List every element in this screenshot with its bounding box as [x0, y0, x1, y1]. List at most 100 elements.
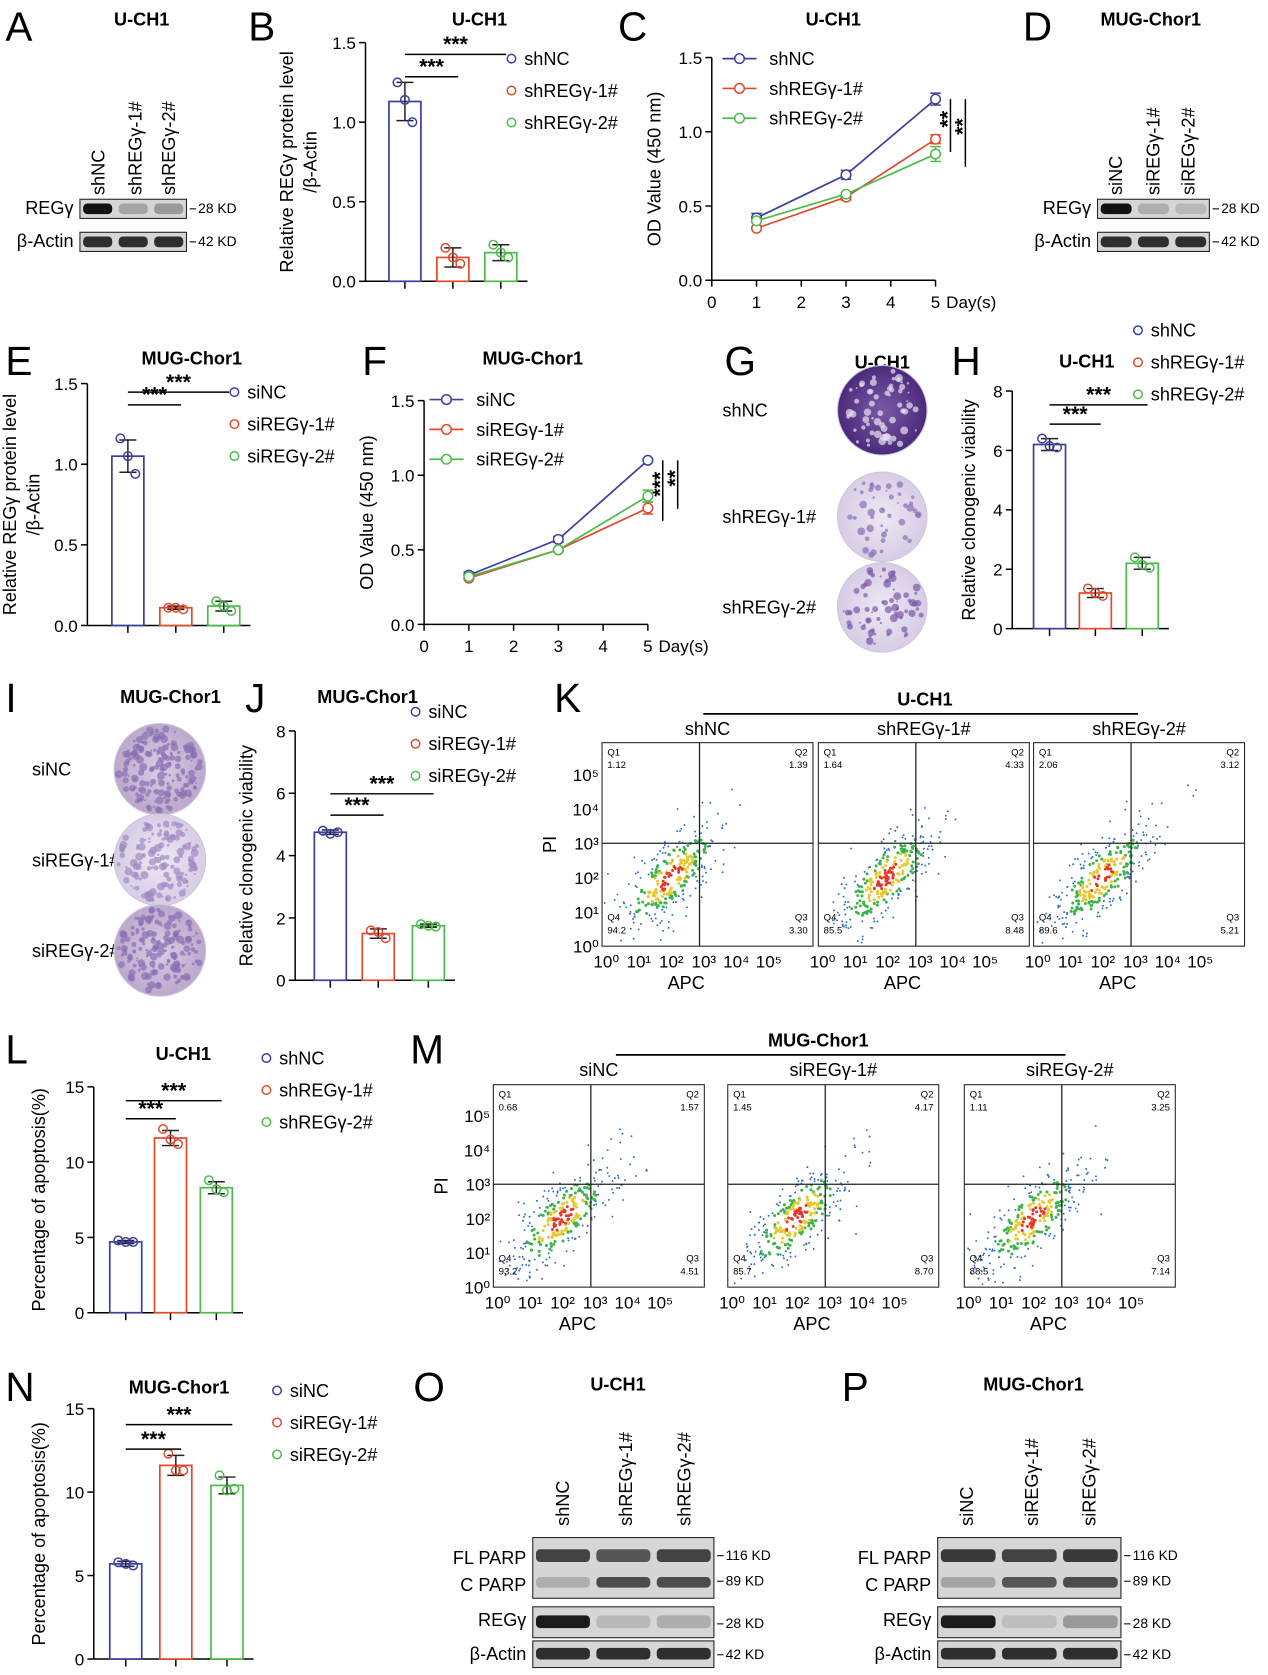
event: [1148, 858, 1151, 861]
event: [692, 872, 696, 876]
event: [847, 900, 850, 903]
quadrant-name: Q4: [970, 1254, 983, 1265]
event: [854, 880, 856, 883]
blot-label: C PARP: [865, 1575, 931, 1595]
event: [1014, 1208, 1017, 1211]
event: [808, 1241, 811, 1244]
event: [919, 836, 922, 839]
event: [1081, 899, 1085, 903]
event: [1012, 1244, 1016, 1248]
event: [888, 832, 891, 835]
event: [1066, 911, 1069, 914]
event: [888, 866, 892, 870]
legend-marker: [733, 112, 746, 124]
scatter: [831, 806, 957, 944]
x-tick-label: 10⁴: [1155, 952, 1181, 971]
colony: [181, 871, 185, 875]
colony: [177, 929, 181, 933]
event: [999, 1239, 1003, 1243]
colony: [178, 919, 181, 922]
y-tick-label: 10: [65, 1483, 84, 1502]
event: [681, 888, 685, 892]
colony: [871, 611, 874, 614]
event: [1066, 913, 1068, 916]
event: [1069, 909, 1073, 913]
event: [890, 883, 894, 887]
event: [1122, 845, 1126, 849]
event: [1058, 1203, 1062, 1207]
event: [848, 1190, 851, 1192]
quadrant-value: 5.21: [1221, 925, 1240, 936]
event: [541, 1213, 545, 1217]
event: [650, 899, 654, 903]
blot-label: FL PARP: [858, 1548, 931, 1568]
event: [569, 1213, 573, 1217]
event: [1088, 882, 1092, 886]
event: [1095, 1178, 1098, 1181]
quadrant-name: Q3: [686, 1254, 699, 1265]
data-point: [840, 188, 852, 200]
colony: [154, 919, 160, 925]
event: [900, 847, 904, 851]
event: [782, 1228, 786, 1232]
event: [1100, 857, 1104, 861]
event: [761, 1252, 765, 1256]
event: [1038, 1186, 1041, 1189]
event: [1156, 837, 1159, 840]
x-tick-label: 2: [509, 637, 518, 656]
event: [1078, 891, 1082, 895]
event: [893, 856, 897, 860]
event: [1063, 911, 1066, 914]
event: [1020, 1211, 1024, 1215]
event: [1125, 892, 1128, 895]
event: [1019, 1241, 1023, 1245]
event: [801, 1230, 805, 1234]
event: [676, 854, 680, 858]
colony: [887, 440, 893, 445]
legend-marker: [733, 82, 746, 94]
x-axis-label: APC: [1030, 1314, 1067, 1334]
panel-letter: J: [245, 675, 265, 721]
colony: [897, 501, 900, 504]
data-point: [172, 1139, 183, 1150]
event: [1089, 903, 1093, 907]
event: [1101, 907, 1104, 910]
data-point: [211, 1184, 222, 1195]
event: [1024, 1187, 1027, 1190]
event: [1116, 884, 1120, 888]
event: [721, 824, 724, 827]
event: [1071, 901, 1075, 905]
event: [562, 1193, 566, 1197]
event: [671, 869, 675, 873]
event: [676, 830, 679, 833]
event: [812, 1224, 816, 1228]
event: [954, 818, 957, 821]
event: [804, 1248, 807, 1251]
event: [1067, 1185, 1070, 1187]
event: [1010, 1221, 1014, 1225]
event: [694, 855, 698, 859]
band: [1100, 236, 1132, 248]
colony: [141, 853, 147, 858]
event: [916, 862, 920, 866]
event: [871, 880, 875, 884]
event: [818, 1207, 822, 1211]
colony: [166, 797, 171, 803]
colony: [137, 842, 146, 851]
event: [673, 892, 677, 896]
event: [1151, 802, 1154, 805]
colony: [859, 500, 868, 509]
event: [813, 1180, 816, 1183]
event: [836, 911, 839, 914]
event: [546, 1219, 550, 1223]
event: [1019, 1275, 1022, 1278]
event: [880, 876, 884, 880]
event: [820, 1229, 823, 1232]
event: [1020, 1229, 1024, 1232]
event: [565, 1189, 569, 1193]
significance-label: ***: [141, 1427, 167, 1451]
colony: [185, 935, 192, 942]
event: [856, 940, 859, 943]
event: [817, 1202, 821, 1206]
data-point: [415, 919, 426, 930]
